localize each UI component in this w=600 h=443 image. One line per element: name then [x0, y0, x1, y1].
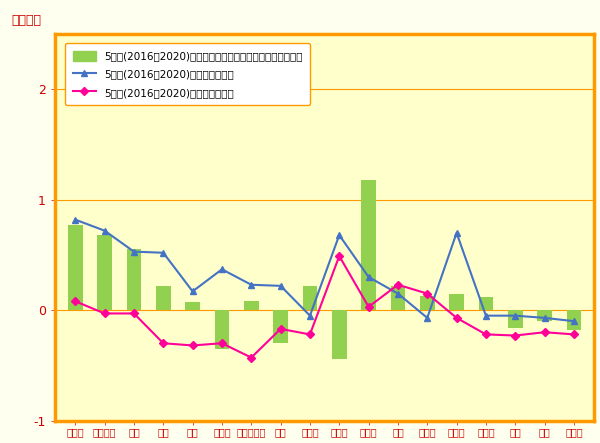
Bar [273, 310, 288, 343]
Bar [537, 310, 552, 321]
Bar [156, 286, 170, 310]
Bar [68, 225, 83, 310]
Legend: 5年間(2016～2020)の人口増減合計（社会増減＋自然増減）, 5年間(2016～2020)の社会増減合計, 5年間(2016～2020)の自然増減合計: 5年間(2016～2020)の人口増減合計（社会増減＋自然増減）, 5年間(20… [65, 43, 310, 105]
Bar [244, 301, 259, 310]
Bar [215, 310, 229, 349]
Bar [508, 310, 523, 328]
Bar [332, 310, 347, 359]
Bar [185, 303, 200, 310]
Bar [127, 249, 141, 310]
Bar [97, 235, 112, 310]
Bar [449, 294, 464, 310]
Bar [479, 297, 493, 310]
Bar [302, 286, 317, 310]
Bar [420, 296, 434, 310]
Bar [361, 180, 376, 310]
Bar [566, 310, 581, 330]
Bar [391, 286, 405, 310]
Text: （万人）: （万人） [11, 14, 41, 27]
